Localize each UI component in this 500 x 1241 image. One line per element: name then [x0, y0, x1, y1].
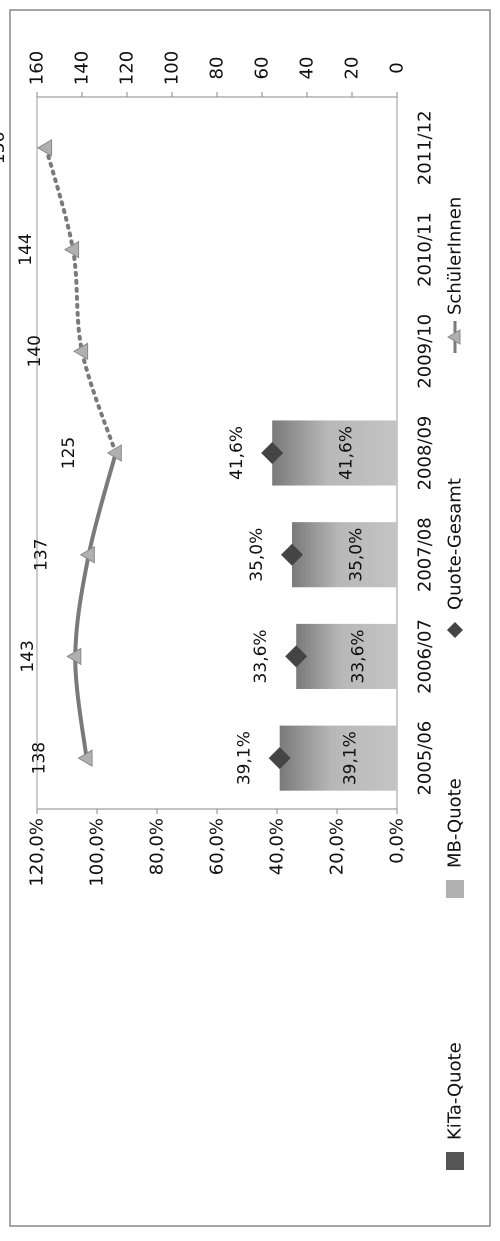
schuelerinnen-marker: [79, 545, 95, 564]
mb-quote-bar: [292, 522, 397, 588]
category-label: 2008/09: [415, 416, 436, 491]
schuelerinnen-marker: [106, 444, 122, 462]
right-axis-tick-label: 0: [387, 62, 408, 73]
schuelerinnen-marker: [37, 138, 53, 157]
schuelerinnen-data-label: 144: [16, 233, 36, 265]
right-axis-tick-label: 60: [252, 57, 273, 80]
legend-item: KiTa-Quote: [445, 1042, 466, 1170]
mb-quote-data-label: 41,6%: [337, 426, 357, 480]
legend-label: MB-Quote: [445, 778, 466, 868]
legend-marker: [447, 329, 461, 345]
mb-quote-data-label: 39,1%: [340, 731, 360, 785]
left-axis-tick-label: 60,0%: [207, 818, 228, 875]
legend-label: KiTa-Quote: [445, 1042, 466, 1140]
mb-quote-bar: [272, 420, 397, 486]
mb-quote-data-label: 33,6%: [349, 629, 369, 683]
quote-gesamt-data-label: 33,6%: [251, 629, 271, 683]
legend-swatch: [446, 880, 464, 898]
legend-label: Quote-Gesamt: [445, 478, 466, 610]
quote-gesamt-data-label: 35,0%: [247, 528, 267, 582]
right-axis-tick-label: 140: [72, 51, 93, 85]
quote-gesamt-marker: [285, 645, 308, 668]
left-axis-tick-label: 100,0%: [87, 818, 108, 887]
right-axis-tick-label: 20: [342, 57, 363, 80]
right-axis-tick-label: 80: [207, 57, 228, 80]
right-axis-tick-label: 100: [162, 51, 183, 85]
legend-label: SchülerInnen: [445, 197, 466, 315]
schuelerinnen-data-label: 137: [32, 538, 52, 570]
chart-border: [9, 9, 491, 1227]
right-axis-tick-label: 40: [297, 57, 318, 80]
quote-gesamt-marker: [268, 747, 291, 770]
schuelerinnen-data-label: 143: [18, 640, 38, 672]
left-axis-tick-label: 40,0%: [267, 818, 288, 875]
mb-quote-data-label: 35,0%: [347, 528, 367, 582]
category-label: 2006/07: [415, 619, 436, 694]
quote-gesamt-data-label: 41,6%: [227, 426, 247, 480]
schuelerinnen-data-label: 125: [59, 437, 79, 469]
category-label: 2009/10: [415, 314, 436, 389]
schuelerinnen-data-label: 138: [30, 742, 50, 774]
right-axis-tick-label: 120: [117, 51, 138, 85]
quote-gesamt-marker: [281, 543, 303, 566]
left-axis-tick-label: 80,0%: [147, 818, 168, 875]
legend-item: SchülerInnen: [445, 197, 466, 353]
schuelerinnen-marker: [73, 342, 89, 361]
legend-item: MB-Quote: [445, 778, 466, 898]
quote-gesamt-marker: [261, 442, 284, 464]
legend-item: Quote-Gesamt: [445, 478, 466, 638]
schuelerinnen-marker: [77, 749, 93, 768]
schuelerinnen-marker: [66, 647, 82, 666]
right-axis-tick-label: 160: [27, 51, 48, 85]
schuelerinnen-data-label: 156: [0, 132, 9, 164]
schuelerinnen-line-solid: [73, 452, 118, 759]
schuelerinnen-data-label: 140: [25, 335, 45, 367]
mb-quote-bar: [279, 725, 397, 791]
schuelerinnen-line-dotted: [44, 145, 118, 455]
quote-gesamt-data-label: 39,1%: [235, 731, 255, 785]
category-label: 2010/11: [415, 212, 436, 287]
left-axis-tick-label: 120,0%: [27, 818, 48, 887]
left-axis-tick-label: 20,0%: [327, 818, 348, 875]
category-label: 2007/08: [415, 517, 436, 592]
mb-quote-bar: [296, 623, 397, 689]
legend-swatch: [446, 1152, 464, 1170]
schuelerinnen-marker: [64, 240, 80, 259]
category-label: 2011/12: [415, 110, 436, 185]
legend-swatch: [447, 622, 463, 638]
left-axis-tick-label: 0,0%: [387, 818, 408, 864]
category-label: 2005/06: [415, 721, 436, 796]
